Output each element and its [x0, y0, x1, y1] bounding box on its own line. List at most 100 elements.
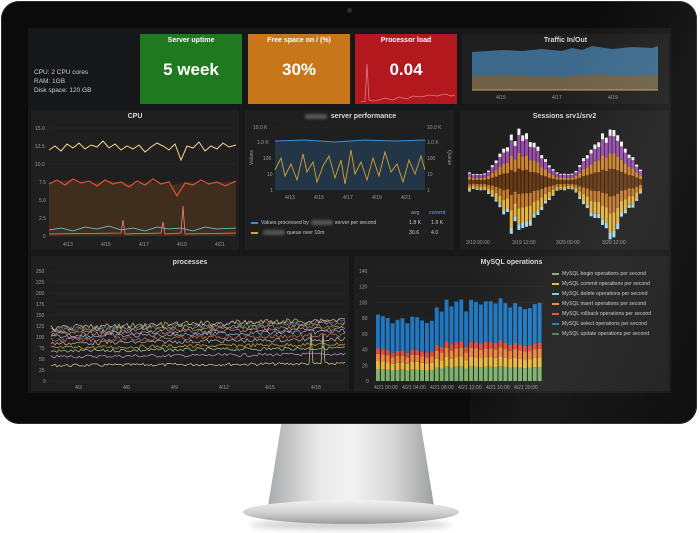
legend-item[interactable]: MySQL delete operations per second — [552, 291, 668, 301]
session-bar-segment — [479, 177, 483, 181]
x-tick: 4/19 — [372, 195, 382, 201]
session-bar-segment — [578, 182, 582, 187]
free-space-panel[interactable]: Free space on / (%) 30% — [248, 34, 350, 104]
y-left-tick: 1 — [270, 188, 273, 194]
redacted-name — [310, 220, 333, 226]
server-uptime-panel[interactable]: Server uptime 5 week — [140, 34, 242, 104]
session-bar-segment — [536, 150, 540, 163]
process-series-line — [51, 342, 346, 350]
session-bar-segment — [578, 172, 582, 178]
mysql-bar-segment — [508, 358, 513, 368]
session-bar-segment — [506, 151, 509, 163]
traffic-panel[interactable]: Traffic In/Out 4/15 4/17 4/19 — [462, 34, 669, 104]
mysql-bar-segment — [400, 318, 405, 351]
session-bar-segment — [551, 189, 555, 195]
mysql-bar-segment — [537, 302, 542, 343]
session-bar-segment — [479, 184, 483, 187]
session-bar-segment — [597, 142, 601, 148]
processor-load-sparkline — [360, 63, 456, 103]
session-bar-segment — [570, 177, 574, 180]
x-tick: 4/15 — [314, 195, 324, 201]
session-bar-segment — [585, 182, 589, 189]
session-bar-segment — [540, 182, 544, 190]
session-bar-segment — [574, 187, 578, 192]
mysql-bar-segment — [537, 357, 542, 367]
session-bar-segment — [601, 139, 604, 156]
legend-item[interactable]: MySQL insert operations per second — [552, 301, 668, 311]
legend-item[interactable]: MySQL select operations per second — [552, 321, 668, 331]
session-bar-segment — [570, 186, 574, 189]
mysql-operations-panel[interactable]: MySQL operations 140 120 100 80 60 40 20… — [354, 256, 669, 391]
server-performance-panel[interactable]: server performance 10.0 K 1.0 K 100 10 1… — [245, 110, 454, 250]
session-bar-segment — [525, 155, 528, 170]
mysql-bar-segment — [425, 370, 429, 381]
session-bar-segment — [563, 177, 566, 180]
session-bar-segment — [494, 160, 498, 164]
session-bar-segment — [635, 198, 639, 201]
y-tick: 5.0 — [39, 198, 46, 204]
y-tick: 120 — [359, 285, 368, 291]
session-bar-segment — [570, 183, 574, 187]
process-series-line — [50, 346, 346, 353]
cpu-info: CPU: 2 CPU cores — [34, 69, 89, 76]
legend-swatch — [251, 231, 258, 234]
mysql-bar-segment — [395, 351, 400, 356]
mysql-bar-segment — [498, 347, 503, 357]
session-bar-segment — [502, 148, 506, 153]
session-bar-segment — [547, 197, 551, 201]
legend-item[interactable]: queue over 10m 30.6 4.0 — [251, 230, 451, 240]
legend-item[interactable]: Values processed by server per second 1.8… — [251, 220, 451, 230]
session-bar-segment — [555, 179, 559, 182]
session-bar-segment — [490, 194, 494, 197]
session-bar-segment — [566, 175, 570, 178]
mysql-bar-segment — [483, 348, 488, 358]
legend-item[interactable]: MySQL rollback operations per second — [552, 311, 668, 321]
session-bar-segment — [601, 192, 604, 206]
session-bar-segment — [578, 197, 582, 200]
session-bar-segment — [639, 178, 642, 182]
mysql-bar-segment — [385, 362, 390, 370]
session-bar-segment — [513, 171, 517, 182]
session-bar-segment — [582, 161, 585, 169]
session-bar-segment — [528, 220, 532, 226]
mysql-bar-segment — [493, 342, 498, 350]
panel-title: Free space on / (%) — [267, 37, 331, 44]
session-bar-segment — [570, 188, 574, 190]
processes-panel[interactable]: processes 250 225 200 175 150 125 100 75 — [31, 256, 349, 391]
session-bar-segment — [487, 192, 490, 194]
legend-item[interactable]: MySQL update operations per second — [552, 331, 668, 341]
session-bar-segment — [566, 177, 570, 181]
mysql-bar-segment — [469, 347, 473, 357]
session-bar-segment — [509, 155, 513, 171]
sessions-panel[interactable]: Sessions srv1/srv2 3/19 00:00 3/19 12:00… — [460, 110, 669, 250]
legend-item[interactable]: MySQL begin operations per second — [552, 271, 668, 281]
mysql-bar-segment — [410, 369, 415, 381]
mysql-bar-segment — [513, 303, 518, 343]
session-bar-segment — [544, 182, 547, 188]
x-tick: 4/21 — [215, 242, 225, 248]
session-bar-segment — [521, 222, 525, 229]
session-bar-segment — [506, 208, 509, 212]
process-series-line — [50, 332, 346, 368]
session-bar-segment — [589, 149, 593, 154]
mysql-bar-segment — [537, 342, 542, 349]
processor-load-panel[interactable]: Processor load 0.04 — [355, 34, 457, 104]
session-bar-segment — [475, 182, 479, 184]
session-bar-segment — [601, 155, 604, 170]
legend-header: avg current — [251, 210, 451, 220]
mysql-bar-segment — [405, 352, 410, 358]
session-bar-segment — [479, 182, 483, 185]
legend-item[interactable]: MySQL commit operations per second — [552, 281, 668, 291]
cpu-panel[interactable]: CPU 15.0 12.5 10.0 7.5 5.0 2.5 0 — [31, 110, 239, 250]
x-tick: 4/15 — [265, 385, 275, 391]
mysql-bar-segment — [459, 341, 464, 348]
y-tick: 200 — [36, 291, 45, 297]
session-bar-segment — [589, 190, 593, 201]
processor-load-value: 0.04 — [389, 60, 423, 79]
x-tick: 4/21 08:00 — [430, 385, 454, 391]
mysql-bar-segment — [503, 357, 508, 367]
session-bar-segment — [604, 157, 608, 171]
session-bar-segment — [502, 190, 506, 200]
mysql-bar-segment — [449, 344, 454, 351]
session-bar-segment — [635, 164, 639, 167]
